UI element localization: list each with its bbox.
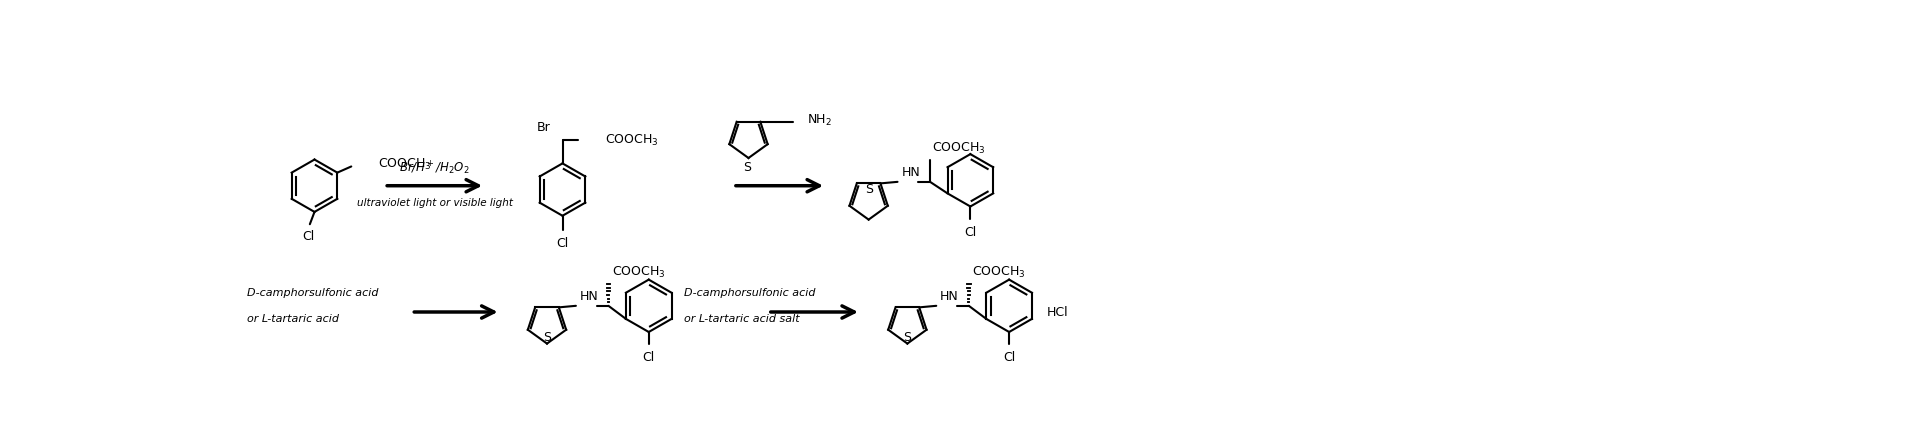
Text: Cl: Cl	[642, 351, 655, 364]
Text: ultraviolet light or visible light: ultraviolet light or visible light	[356, 198, 513, 208]
Text: S: S	[543, 331, 551, 344]
Text: Br/H$^+$/H$_2$O$_2$: Br/H$^+$/H$_2$O$_2$	[399, 160, 470, 178]
Text: COOCH$_3$: COOCH$_3$	[378, 157, 432, 172]
Text: or L-tartaric acid salt: or L-tartaric acid salt	[684, 313, 800, 324]
Text: S: S	[744, 161, 752, 174]
Text: Cl: Cl	[557, 237, 568, 250]
Text: Cl: Cl	[1002, 351, 1016, 364]
Text: S: S	[865, 182, 873, 196]
Text: HCl: HCl	[1046, 305, 1069, 318]
Text: COOCH$_3$: COOCH$_3$	[971, 265, 1025, 280]
Text: HN: HN	[902, 166, 919, 179]
Text: HN: HN	[940, 290, 960, 303]
Text: D-camphorsulfonic acid: D-camphorsulfonic acid	[684, 288, 815, 298]
Text: COOCH$_3$: COOCH$_3$	[931, 141, 985, 156]
Text: NH$_2$: NH$_2$	[807, 113, 832, 128]
Text: HN: HN	[580, 290, 599, 303]
Text: Cl: Cl	[303, 230, 314, 242]
Text: D-camphorsulfonic acid: D-camphorsulfonic acid	[247, 288, 378, 298]
Text: Cl: Cl	[964, 226, 977, 239]
Text: S: S	[904, 331, 911, 344]
Text: or L-tartaric acid: or L-tartaric acid	[247, 313, 339, 324]
Text: COOCH$_3$: COOCH$_3$	[605, 133, 659, 148]
Text: Br: Br	[536, 121, 549, 134]
Text: COOCH$_3$: COOCH$_3$	[611, 265, 665, 280]
